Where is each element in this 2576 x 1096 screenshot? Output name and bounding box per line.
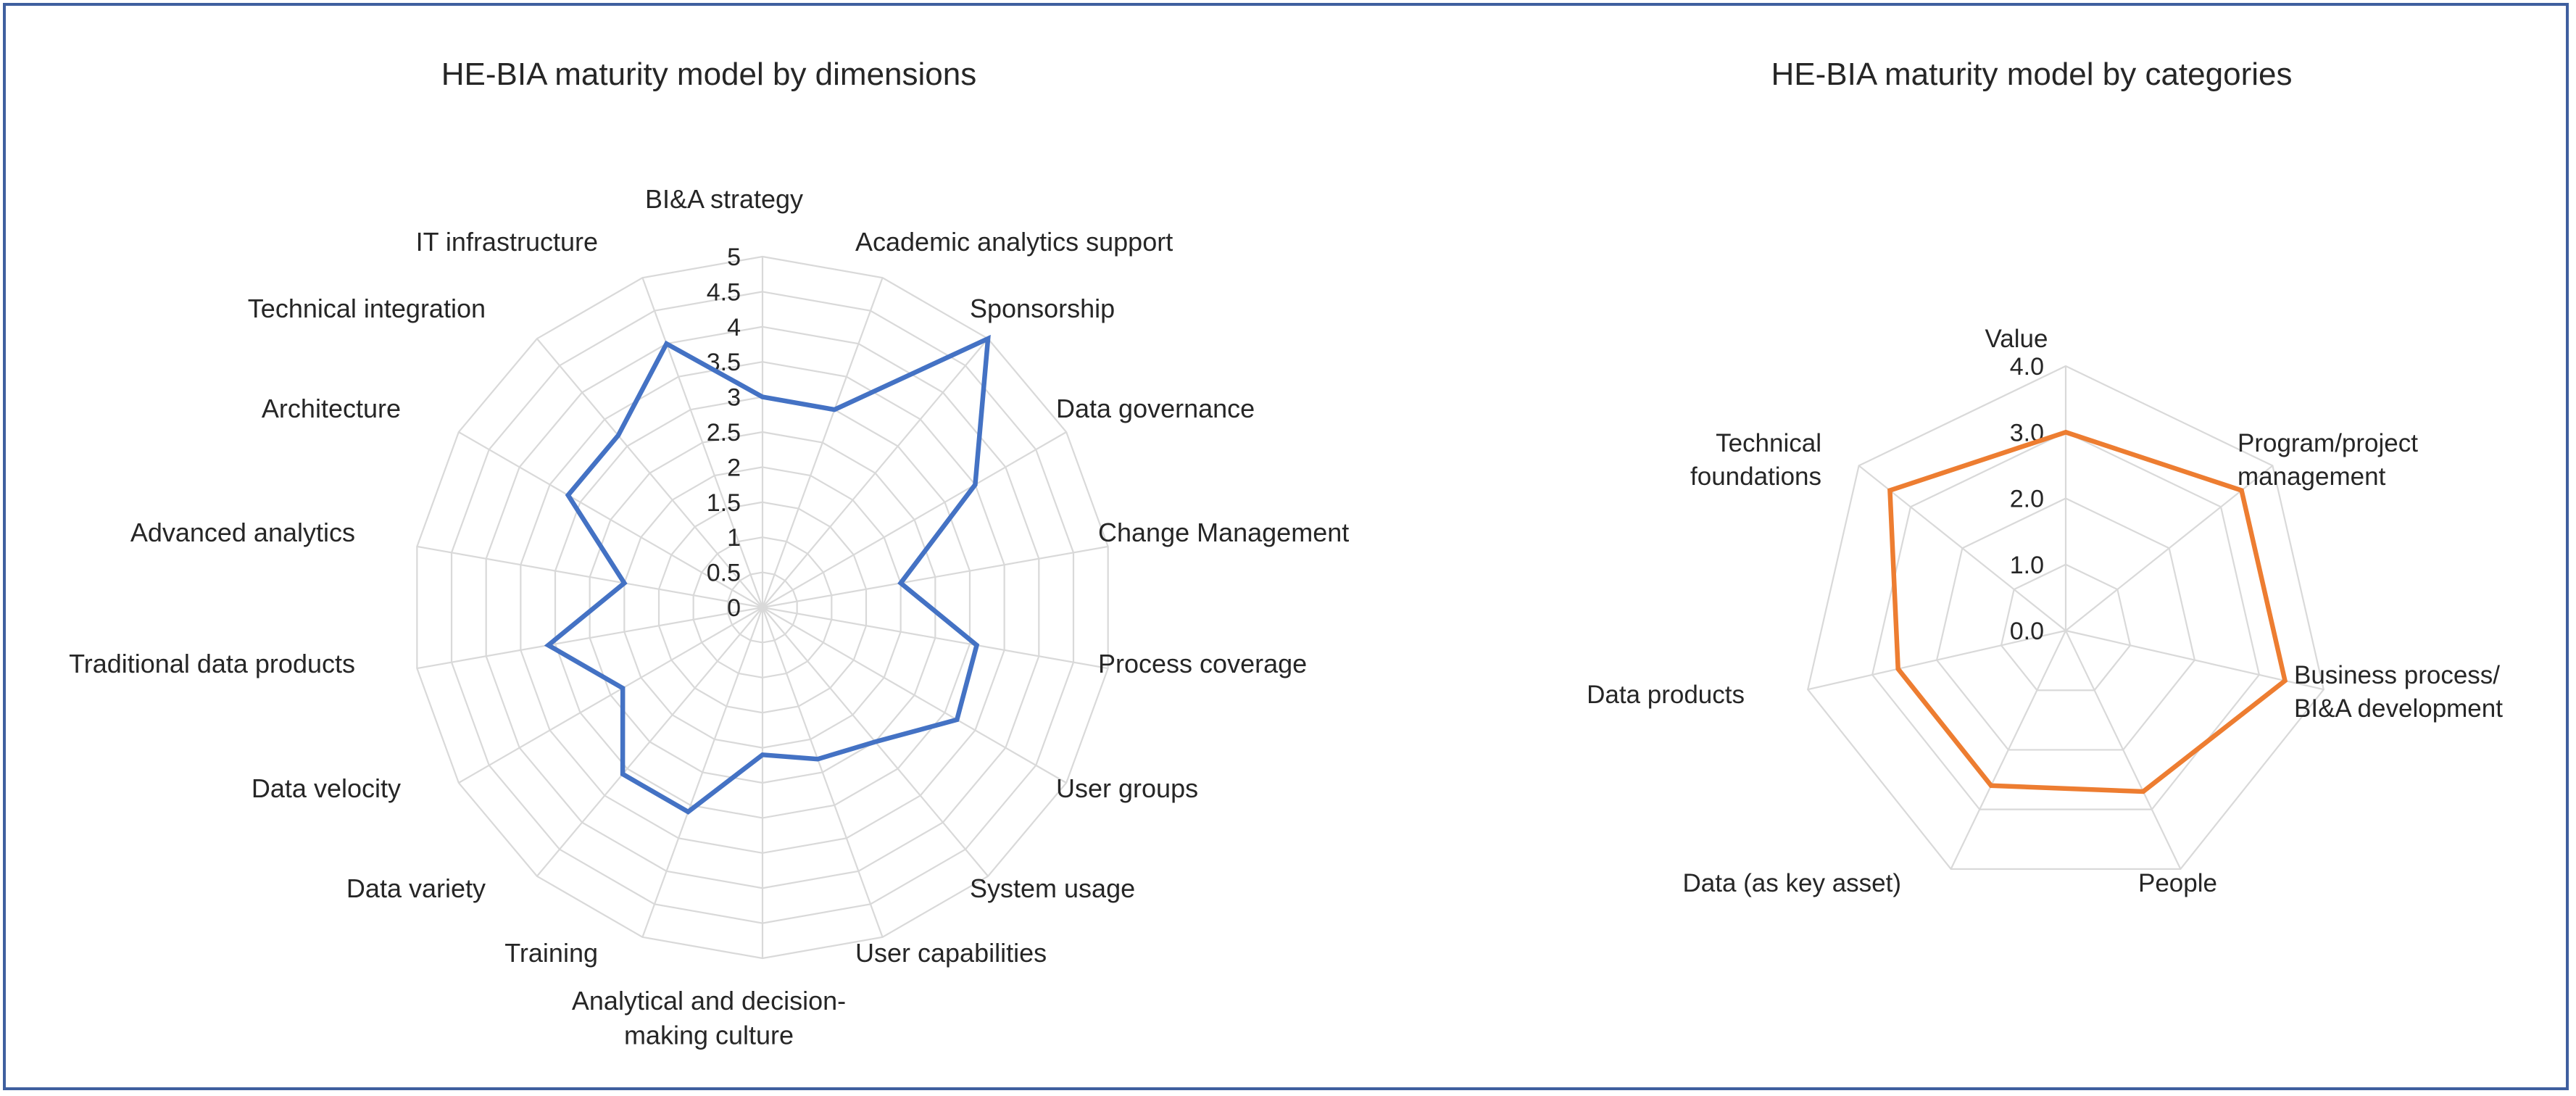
axis-label-people: People: [2138, 869, 2217, 897]
tick-label: 0.0: [2010, 618, 2044, 645]
tick-label: 5: [727, 244, 741, 271]
grid-spoke: [762, 607, 1067, 784]
axis-label-academic-analytics-support: Academic analytics support: [855, 227, 1173, 257]
tick-label: 2.5: [707, 419, 741, 447]
grid-spoke: [762, 338, 989, 608]
axis-label-data-variety: Data variety: [346, 873, 486, 903]
tick-label: 2: [727, 454, 741, 481]
tick-label: 4.5: [707, 278, 741, 306]
grid-spoke: [761, 607, 884, 938]
axis-label-system-usage: System usage: [970, 873, 1135, 903]
axis-label-data-as-key-asset: Data (as key asset): [1683, 869, 1902, 897]
grid-spoke: [1950, 630, 2066, 870]
axis-label-it-infrastructure: IT infrastructure: [416, 227, 598, 257]
axis-label-technical-integration: Technical integration: [248, 294, 486, 323]
axis-label-user-groups: User groups: [1056, 773, 1198, 803]
grid-ring: [1806, 365, 2325, 870]
axis-label-program-project-management: Program/project management: [2238, 429, 2418, 491]
grid-ring: [1871, 431, 2261, 810]
axis-label-data-governance: Data governance: [1056, 394, 1255, 423]
axis-label-value: Value: [1985, 325, 2048, 353]
axis-label-data-products: Data products: [1587, 681, 1745, 709]
grid-spoke: [1858, 465, 2066, 631]
axis-label-analytical-and-decision-making-culture: Analytical and decision-making culture: [572, 986, 846, 1050]
axis-label-change-management: Change Management: [1098, 518, 1349, 547]
figure-frame: [3, 3, 2569, 1090]
tick-label: 3.5: [707, 349, 741, 376]
grid-spoke: [2065, 629, 2324, 691]
grid-spoke: [536, 607, 763, 877]
axis-label-advanced-analytics: Advanced analytics: [130, 518, 355, 547]
grid-spoke: [641, 277, 764, 608]
grid-spoke: [762, 545, 1108, 609]
grid-spoke: [1807, 629, 2066, 691]
axis-label-bi-a-strategy: BI&A strategy: [645, 184, 803, 214]
grid-spoke: [417, 545, 763, 609]
grid-spoke: [641, 607, 764, 938]
axis-label-training: Training: [504, 938, 598, 968]
axis-label-technical-foundations: Technical foundations: [1690, 429, 1821, 491]
axis-label-business-process-bi-a-development: Business process/BI&A development: [2294, 661, 2503, 723]
grid-spoke: [2065, 465, 2274, 631]
axis-label-user-capabilities: User capabilities: [855, 938, 1047, 968]
grid-spoke: [417, 606, 763, 670]
tick-label: 3: [727, 384, 741, 412]
radar-chart-dimensions: 0 0.5 1 1.5 2 2.5 3 3.5 4 4.5 5 BI&A strategy Academ…: [69, 184, 1349, 1050]
axis-label-sponsorship: Sponsorship: [970, 294, 1115, 323]
grid-ring: [2000, 563, 2132, 692]
axis-label-process-coverage: Process coverage: [1098, 649, 1307, 678]
grid-spoke: [536, 338, 763, 608]
chart-title-categories: HE-BIA maturity model by categories: [1771, 57, 2293, 92]
axis-label-traditional-data-products: Traditional data products: [69, 649, 355, 678]
axis-label-data-velocity: Data velocity: [252, 773, 401, 803]
grid-spoke: [458, 607, 763, 784]
tick-label: 0: [727, 594, 741, 622]
tick-label: 2.0: [2010, 486, 2044, 513]
tick-label: 1: [727, 524, 741, 552]
grid-ring: [1935, 497, 2196, 751]
chart-title-dimensions: HE-BIA maturity model by dimensions: [441, 57, 977, 92]
grid-spoke: [762, 606, 1108, 670]
axis-label-architecture: Architecture: [262, 394, 401, 423]
grid-spoke: [458, 431, 763, 608]
grid-spoke: [2065, 630, 2182, 870]
tick-label: 1.5: [707, 489, 741, 517]
tick-label: 1.0: [2010, 552, 2044, 579]
tick-label: 0.5: [707, 560, 741, 587]
grid-spoke: [761, 277, 884, 608]
series-line: [1887, 429, 2288, 794]
grid-spoke: [762, 431, 1067, 608]
tick-label: 4.0: [2010, 353, 2044, 381]
tick-label: 4: [727, 314, 741, 341]
